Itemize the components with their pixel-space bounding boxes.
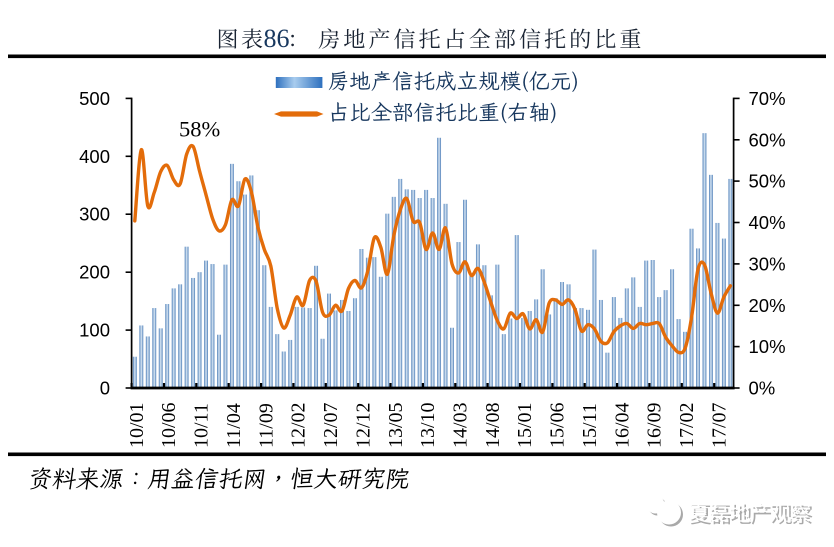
svg-text:14/03: 14/03 [450,402,472,448]
svg-text:14/08: 14/08 [482,402,504,448]
svg-text:13/05: 13/05 [385,402,407,448]
svg-text:40%: 40% [749,212,786,233]
svg-text:0: 0 [100,378,110,399]
svg-text:17/07: 17/07 [708,402,730,448]
svg-text:16/04: 16/04 [611,402,633,448]
svg-text:16/09: 16/09 [644,402,666,448]
svg-text:0%: 0% [749,378,776,399]
svg-text:58%: 58% [179,117,220,142]
svg-text:50%: 50% [749,171,786,192]
svg-text:10/06: 10/06 [158,402,180,448]
svg-text:13/10: 13/10 [417,402,439,448]
svg-text:17/02: 17/02 [676,402,698,448]
svg-text:15/01: 15/01 [514,402,536,448]
svg-text:10%: 10% [749,336,786,357]
svg-text:300: 300 [79,204,110,225]
svg-text:15/06: 15/06 [547,402,569,448]
svg-text:12/02: 12/02 [288,402,310,448]
svg-text:60%: 60% [749,129,786,150]
svg-text:100: 100 [79,320,110,341]
svg-text:10/01: 10/01 [126,402,148,448]
svg-text:400: 400 [79,146,110,167]
svg-text:500: 500 [79,88,110,109]
svg-text:11/09: 11/09 [255,403,277,448]
svg-text:15/11: 15/11 [579,403,601,448]
svg-text:11/04: 11/04 [223,403,245,448]
svg-text:200: 200 [79,262,110,283]
svg-text:12/12: 12/12 [352,402,374,448]
svg-text:30%: 30% [749,253,786,274]
svg-text:20%: 20% [749,295,786,316]
svg-text:10/11: 10/11 [191,403,213,448]
svg-text:86: 86 [264,24,290,53]
svg-text:12/07: 12/07 [320,402,342,448]
svg-text:70%: 70% [749,88,786,109]
